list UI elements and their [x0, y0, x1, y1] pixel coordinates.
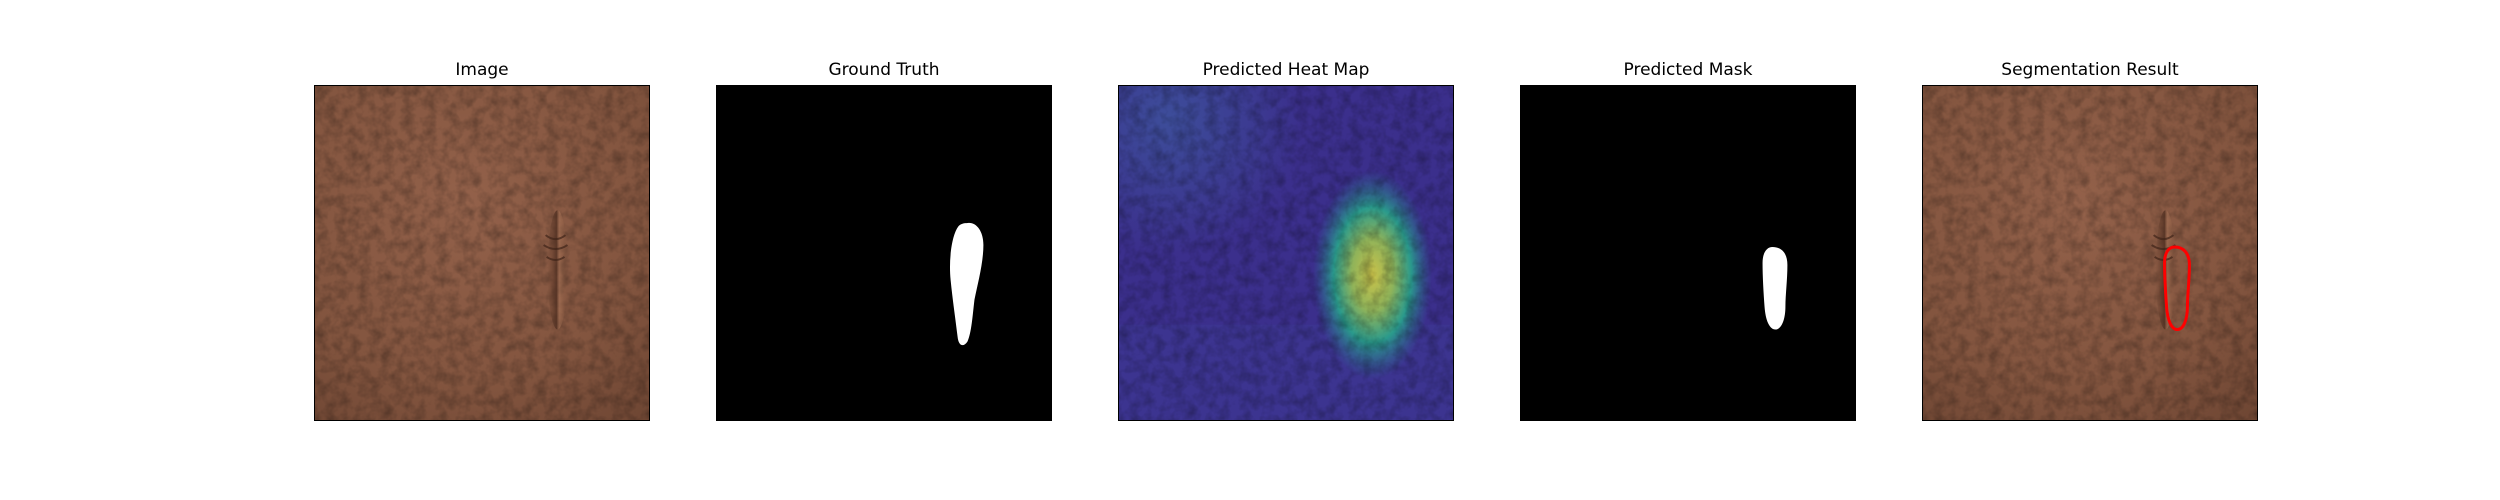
- panel-title: Ground Truth: [828, 60, 940, 80]
- panel-predicted-mask: Predicted Mask: [1520, 0, 1856, 500]
- predicted-mask: [1520, 85, 1856, 421]
- heat-map-overlay: [1118, 85, 1454, 421]
- segmentation-overlay: [1922, 85, 2258, 421]
- ground-truth-mask: [716, 85, 1052, 421]
- leather-image: [314, 85, 650, 421]
- panel-image: Image: [314, 0, 650, 500]
- panel-title: Image: [455, 60, 509, 80]
- ground-truth-defect-region: [949, 222, 984, 346]
- predicted-defect-region: [1762, 247, 1788, 330]
- panel-heat-map: Predicted Heat Map: [1118, 0, 1454, 500]
- segmentation-contour: [2163, 245, 2191, 332]
- panel-ground-truth: Ground Truth: [716, 0, 1052, 500]
- panel-title: Predicted Heat Map: [1202, 60, 1370, 80]
- panel-title: Predicted Mask: [1623, 60, 1753, 80]
- panel-segmentation-result: Segmentation Result: [1922, 0, 2258, 500]
- panel-title: Segmentation Result: [2001, 60, 2179, 80]
